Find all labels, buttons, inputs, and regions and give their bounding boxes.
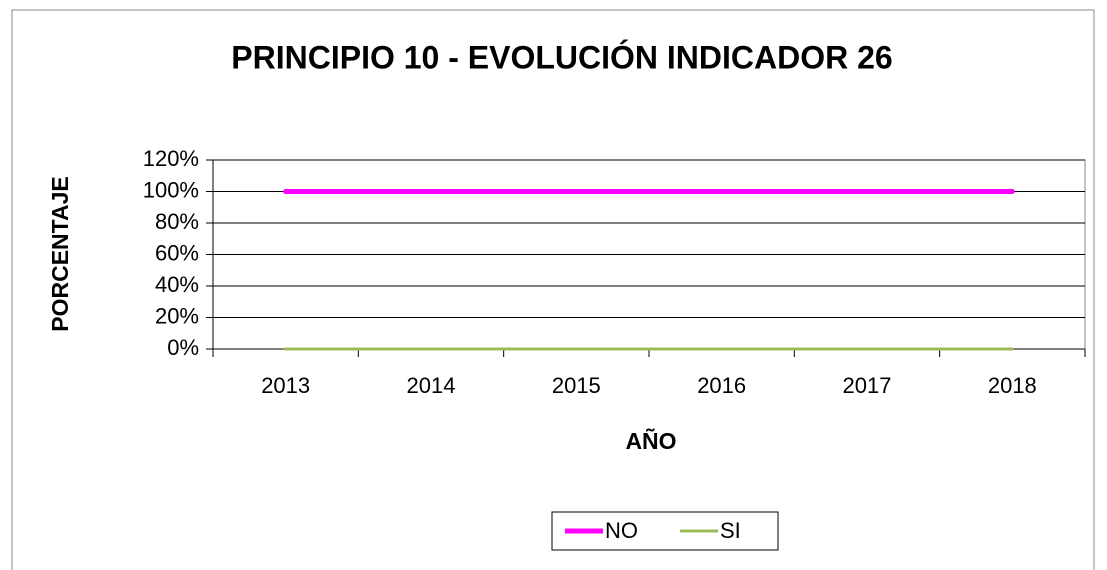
y-tick-label: 60%	[155, 240, 199, 265]
y-tick-label: 40%	[155, 272, 199, 297]
x-tick-label: 2013	[261, 373, 310, 398]
y-tick-label: 100%	[143, 177, 199, 202]
x-tick-label: 2015	[552, 373, 601, 398]
y-tick-label: 0%	[167, 335, 199, 360]
x-tick-label: 2016	[697, 373, 746, 398]
y-tick-label: 120%	[143, 146, 199, 171]
chart-title: PRINCIPIO 10 - EVOLUCIÓN INDICADOR 26	[231, 39, 892, 75]
x-tick-label: 2018	[988, 373, 1037, 398]
x-axis-label: AÑO	[625, 427, 676, 454]
legend-label: SI	[720, 518, 741, 543]
y-axis-label: PORCENTAJE	[47, 176, 73, 332]
x-tick-label: 2017	[843, 373, 892, 398]
legend-label: NO	[605, 518, 638, 543]
y-tick-label: 20%	[155, 303, 199, 328]
x-tick-label: 2014	[407, 373, 456, 398]
y-tick-label: 80%	[155, 209, 199, 234]
